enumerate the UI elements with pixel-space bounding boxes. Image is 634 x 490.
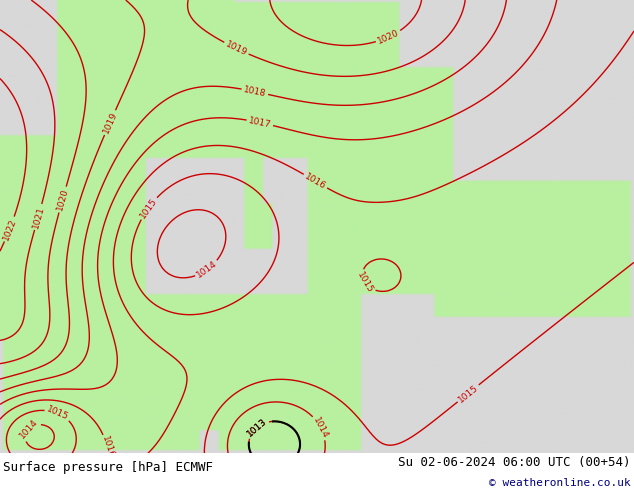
Text: 1016: 1016: [303, 172, 328, 191]
Text: 1016: 1016: [100, 435, 115, 460]
Text: © weatheronline.co.uk: © weatheronline.co.uk: [489, 478, 631, 488]
Text: 1022: 1022: [1, 217, 18, 242]
Text: 1019: 1019: [224, 39, 249, 57]
Text: Surface pressure [hPa] ECMWF: Surface pressure [hPa] ECMWF: [3, 461, 213, 474]
Text: 1015: 1015: [456, 383, 480, 404]
Text: 1018: 1018: [243, 85, 267, 98]
Text: 1015: 1015: [138, 196, 158, 220]
Text: 1014: 1014: [311, 416, 330, 440]
Text: 1015: 1015: [355, 270, 375, 294]
Text: 1020: 1020: [55, 187, 70, 212]
Text: 1013: 1013: [245, 416, 269, 439]
Text: 1014: 1014: [195, 259, 219, 280]
Text: 1019: 1019: [101, 110, 119, 135]
Text: 1013: 1013: [245, 416, 269, 439]
Text: Su 02-06-2024 06:00 UTC (00+54): Su 02-06-2024 06:00 UTC (00+54): [398, 456, 631, 469]
Text: 1020: 1020: [376, 28, 401, 46]
Text: 1017: 1017: [248, 116, 272, 129]
Text: 1021: 1021: [31, 205, 46, 229]
Text: 1014: 1014: [18, 417, 40, 441]
Text: 1015: 1015: [46, 405, 70, 422]
